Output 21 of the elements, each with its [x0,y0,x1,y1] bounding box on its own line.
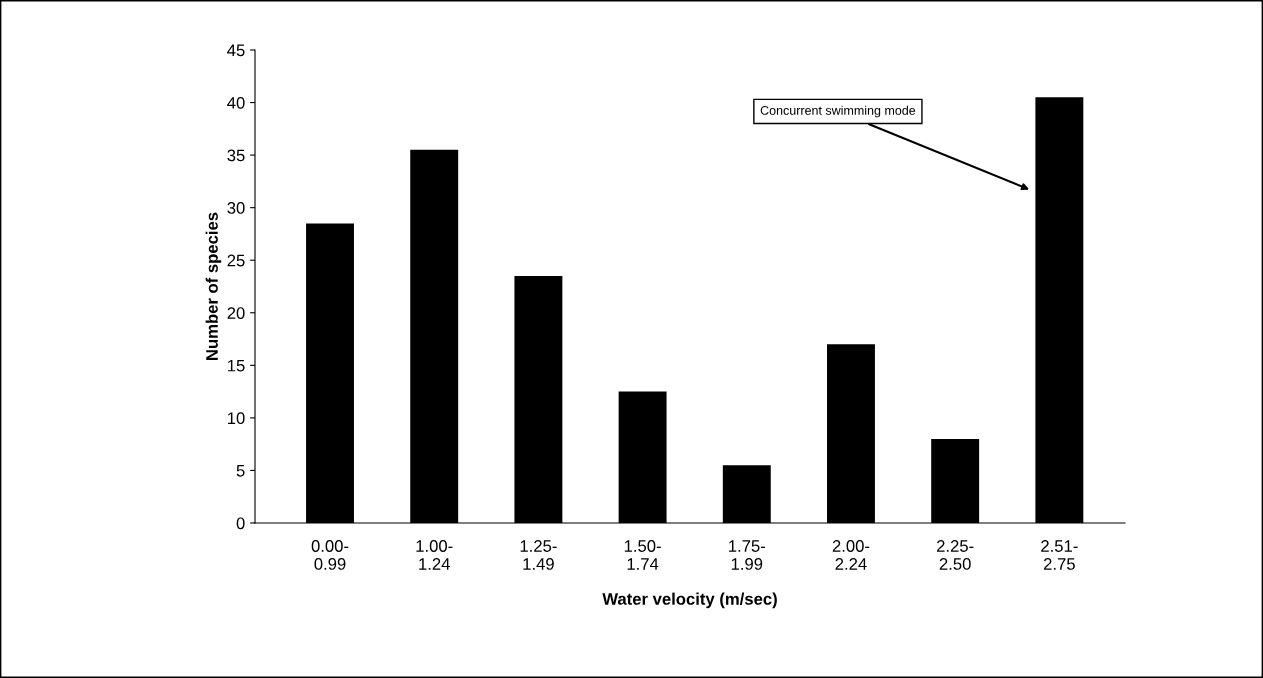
x-axis-title: Water velocity (m/sec) [602,592,777,609]
y-axis-title: Number of species [205,212,222,360]
x-tick-label: 0.00- 0.99 [311,540,349,570]
y-tick-label: 10 [228,412,245,425]
x-tick-label: 1.75- 1.99 [729,540,766,570]
y-tick-label: 25 [227,254,245,267]
y-tick-label: 40 [227,96,245,109]
y-tick-label: 0 [236,517,245,530]
y-tick-label: 45 [227,44,245,57]
x-tick-label: 1.50- 1.74 [624,540,661,570]
x-tick-label: 2.00- 2.24 [832,540,870,570]
y-tick-label: 15 [228,359,245,372]
y-tick-label: 5 [236,465,245,477]
x-tick-label: 2.51- 2.75 [1041,540,1078,570]
x-tick-label: 1.00- 1.24 [416,540,453,570]
y-tick-label: 20 [227,307,245,319]
x-tick-label: 1.25- 1.49 [520,540,557,570]
x-tick-label: 2.25- 2.50 [937,540,974,570]
annotation: Concurrent swimming mode [760,105,916,118]
y-tick-label: 30 [227,202,245,214]
y-tick-label: 35 [227,149,245,162]
